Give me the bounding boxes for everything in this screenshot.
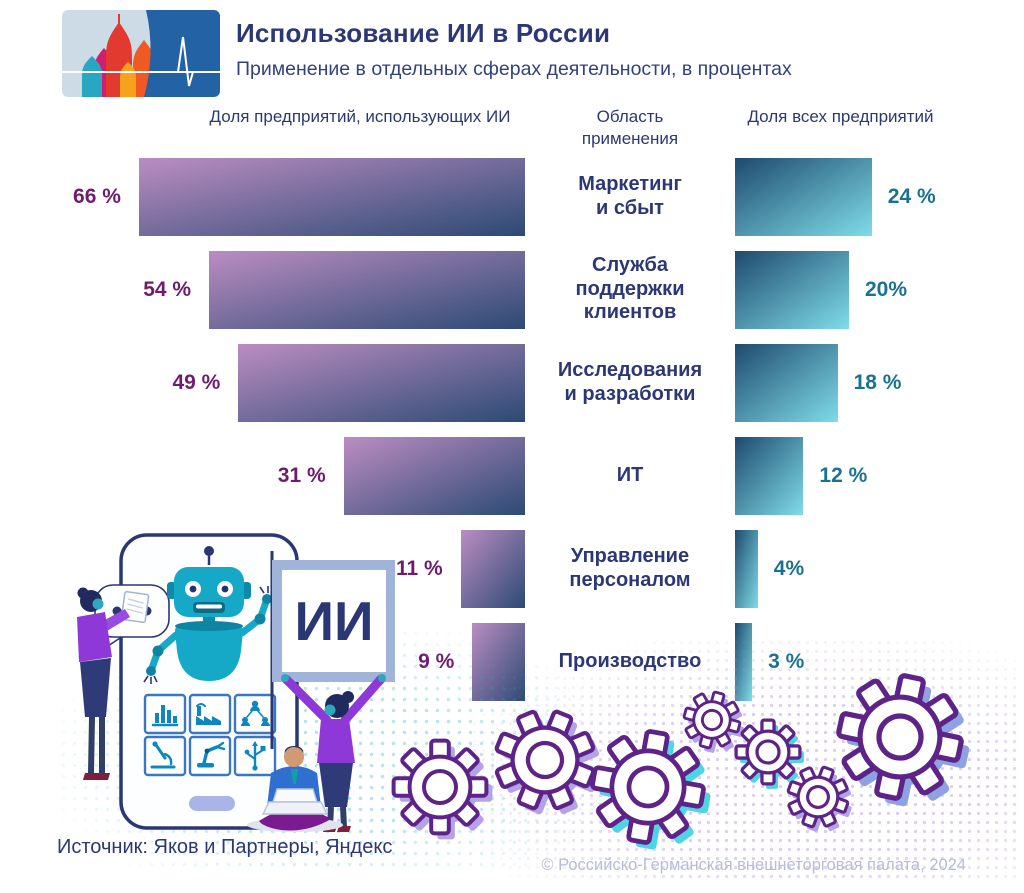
left-value-label: 54 % — [143, 277, 192, 301]
middle-column-header: Область применения — [581, 107, 679, 149]
bar-row: 31 % ИТ 12 % — [55, 429, 1010, 522]
column-headers: Доля предприятий, использующих ИИ Област… — [55, 106, 1010, 150]
left-value-label: 11 % — [395, 556, 443, 580]
right-bar — [735, 529, 758, 608]
category-label: ИТ — [616, 463, 644, 486]
category-label: Маркетинг и сбыт — [578, 172, 682, 219]
right-value-label: 3 % — [768, 649, 805, 673]
category-label: Исследования и разработки — [557, 358, 703, 405]
ai-illustration: ИИ — [77, 533, 395, 832]
right-cell: 18 % — [735, 336, 1010, 429]
right-value-label: 24 % — [887, 184, 936, 208]
left-cell: 11 % — [55, 522, 525, 615]
gear-icon — [584, 723, 719, 858]
right-value-label: 4% — [773, 556, 805, 580]
right-bar — [735, 622, 753, 701]
robot-icon — [143, 546, 276, 684]
page-title: Использование ИИ в России — [236, 18, 611, 48]
usb-icon — [233, 735, 277, 777]
left-cell: 31 % — [55, 429, 525, 522]
left-value-label: 49 % — [172, 370, 221, 394]
woman-with-document — [77, 587, 150, 780]
bar-row: 54 % Служба поддержки клиентов 20% — [55, 243, 1010, 336]
category-cell: Служба поддержки клиентов — [525, 243, 735, 336]
left-cell: 49 % — [55, 336, 525, 429]
gear-icon — [734, 718, 804, 789]
right-value-label: 18 % — [853, 370, 902, 394]
left-cell: 66 % — [55, 150, 525, 243]
right-bar — [735, 343, 838, 422]
bidirectional-bar-chart: 66 % Маркетинг и сбыт 24 % 54 % Служба подде… — [55, 150, 1010, 708]
ai-sign-text: ИИ — [294, 590, 373, 652]
category-cell: Производство — [525, 615, 735, 708]
left-bar — [238, 343, 525, 422]
category-cell: Управление персоналом — [525, 522, 735, 615]
left-value-label: 66 % — [73, 184, 121, 208]
right-cell: 20% — [735, 243, 1010, 336]
left-bar — [138, 157, 525, 236]
left-cell: 9 % — [55, 615, 525, 708]
robot-arm-icon — [188, 735, 232, 777]
category-label: Управление персоналом — [569, 544, 691, 591]
left-cell: 54 % — [55, 243, 525, 336]
left-bar — [343, 436, 525, 515]
right-bar — [735, 436, 804, 515]
pulse-line-icon — [154, 36, 220, 87]
bar-row: 49 % Исследования и разработки 18 % — [55, 336, 1010, 429]
right-bar — [735, 250, 849, 329]
category-label: Производство — [558, 649, 702, 672]
right-value-label: 12 % — [819, 463, 868, 487]
left-bar — [460, 529, 525, 608]
left-bar — [472, 622, 525, 701]
left-value-label: 31 % — [277, 463, 326, 487]
man-with-laptop — [247, 746, 343, 832]
category-cell: ИТ — [525, 429, 735, 522]
microscope-icon — [143, 735, 187, 777]
right-column-header: Доля всех предприятий — [747, 107, 934, 126]
team-network-icon — [233, 693, 277, 735]
right-cell: 12 % — [735, 429, 1010, 522]
left-column-header: Доля предприятий, использующих ИИ — [209, 107, 511, 126]
category-cell: Маркетинг и сбыт — [525, 150, 735, 243]
right-value-label: 20% — [865, 277, 908, 301]
gears-decoration — [380, 652, 981, 858]
logo-blue-panel — [144, 10, 220, 97]
factory-icon — [188, 693, 232, 735]
bar-row: 9 % Производство 3 % — [55, 615, 1010, 708]
right-cell: 24 % — [735, 150, 1010, 243]
ahk-russia-logo — [62, 10, 220, 97]
copyright-note: © Российско-Германская внешнеторговая па… — [541, 856, 966, 874]
bar-chart-icon — [143, 693, 187, 735]
category-cell: Исследования и разработки — [525, 336, 735, 429]
ai-sign: ИИ — [272, 560, 395, 682]
phone-home-button — [189, 796, 235, 811]
right-bar — [735, 157, 872, 236]
left-value-label: 9 % — [418, 649, 455, 673]
right-cell: 4% — [735, 522, 1010, 615]
page-subtitle: Применение в отдельных сферах деятельнос… — [236, 58, 792, 80]
right-cell: 3 % — [735, 615, 1010, 708]
gear-icon — [481, 696, 616, 831]
woman-holding-sign — [281, 674, 386, 832]
source-note: Источник: Яков и Партнеры, Яндекс — [57, 836, 393, 858]
gear-icon — [394, 741, 493, 840]
left-bar — [209, 250, 525, 329]
bar-row: 11 % Управление персоналом 4% — [55, 522, 1010, 615]
bar-row: 66 % Маркетинг и сбыт 24 % — [55, 150, 1010, 243]
st-basil-domes-icon — [82, 14, 155, 97]
category-label: Служба поддержки клиентов — [575, 254, 685, 324]
